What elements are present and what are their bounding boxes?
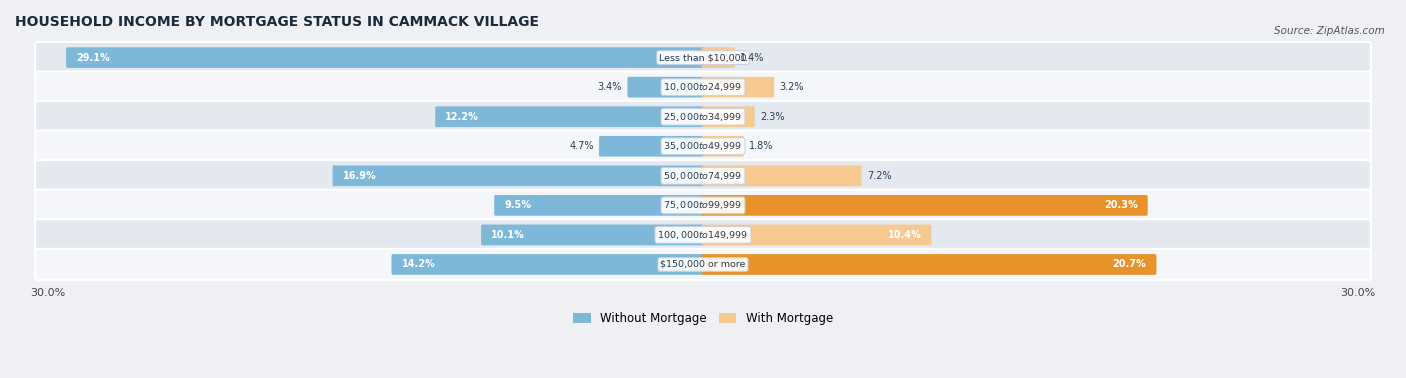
Text: 29.1%: 29.1% xyxy=(76,53,110,63)
FancyBboxPatch shape xyxy=(494,195,704,216)
Text: HOUSEHOLD INCOME BY MORTGAGE STATUS IN CAMMACK VILLAGE: HOUSEHOLD INCOME BY MORTGAGE STATUS IN C… xyxy=(15,15,538,29)
FancyBboxPatch shape xyxy=(35,190,1371,221)
FancyBboxPatch shape xyxy=(702,77,775,98)
Text: 4.7%: 4.7% xyxy=(569,141,593,151)
Text: 20.3%: 20.3% xyxy=(1104,200,1137,211)
Text: 14.2%: 14.2% xyxy=(402,259,436,270)
FancyBboxPatch shape xyxy=(333,166,704,186)
FancyBboxPatch shape xyxy=(35,101,1371,132)
Text: 7.2%: 7.2% xyxy=(868,171,891,181)
Text: 9.5%: 9.5% xyxy=(505,200,531,211)
Text: 20.7%: 20.7% xyxy=(1112,259,1146,270)
FancyBboxPatch shape xyxy=(627,77,704,98)
Text: 10.4%: 10.4% xyxy=(887,230,921,240)
FancyBboxPatch shape xyxy=(599,136,704,156)
FancyBboxPatch shape xyxy=(702,225,931,245)
FancyBboxPatch shape xyxy=(702,136,744,156)
Text: 3.4%: 3.4% xyxy=(598,82,623,92)
FancyBboxPatch shape xyxy=(35,219,1371,251)
Text: 1.4%: 1.4% xyxy=(740,53,765,63)
FancyBboxPatch shape xyxy=(35,71,1371,103)
Legend: Without Mortgage, With Mortgage: Without Mortgage, With Mortgage xyxy=(568,307,838,330)
FancyBboxPatch shape xyxy=(702,166,862,186)
Text: 10.1%: 10.1% xyxy=(491,230,524,240)
FancyBboxPatch shape xyxy=(702,254,1156,275)
FancyBboxPatch shape xyxy=(35,160,1371,192)
Text: Less than $10,000: Less than $10,000 xyxy=(659,53,747,62)
Text: 12.2%: 12.2% xyxy=(446,112,479,122)
FancyBboxPatch shape xyxy=(35,249,1371,280)
Text: $35,000 to $49,999: $35,000 to $49,999 xyxy=(664,140,742,152)
FancyBboxPatch shape xyxy=(35,131,1371,162)
Text: $25,000 to $34,999: $25,000 to $34,999 xyxy=(664,111,742,123)
FancyBboxPatch shape xyxy=(702,195,1147,216)
Text: $100,000 to $149,999: $100,000 to $149,999 xyxy=(658,229,748,241)
Text: $10,000 to $24,999: $10,000 to $24,999 xyxy=(664,81,742,93)
FancyBboxPatch shape xyxy=(66,47,704,68)
Text: 2.3%: 2.3% xyxy=(759,112,785,122)
FancyBboxPatch shape xyxy=(436,106,704,127)
Text: 16.9%: 16.9% xyxy=(343,171,377,181)
Text: 1.8%: 1.8% xyxy=(749,141,773,151)
FancyBboxPatch shape xyxy=(35,42,1371,73)
Text: 3.2%: 3.2% xyxy=(779,82,804,92)
FancyBboxPatch shape xyxy=(702,47,735,68)
FancyBboxPatch shape xyxy=(391,254,704,275)
Text: $150,000 or more: $150,000 or more xyxy=(661,260,745,269)
FancyBboxPatch shape xyxy=(481,225,704,245)
FancyBboxPatch shape xyxy=(702,106,755,127)
Text: Source: ZipAtlas.com: Source: ZipAtlas.com xyxy=(1274,26,1385,36)
Text: $75,000 to $99,999: $75,000 to $99,999 xyxy=(664,199,742,211)
Text: $50,000 to $74,999: $50,000 to $74,999 xyxy=(664,170,742,182)
